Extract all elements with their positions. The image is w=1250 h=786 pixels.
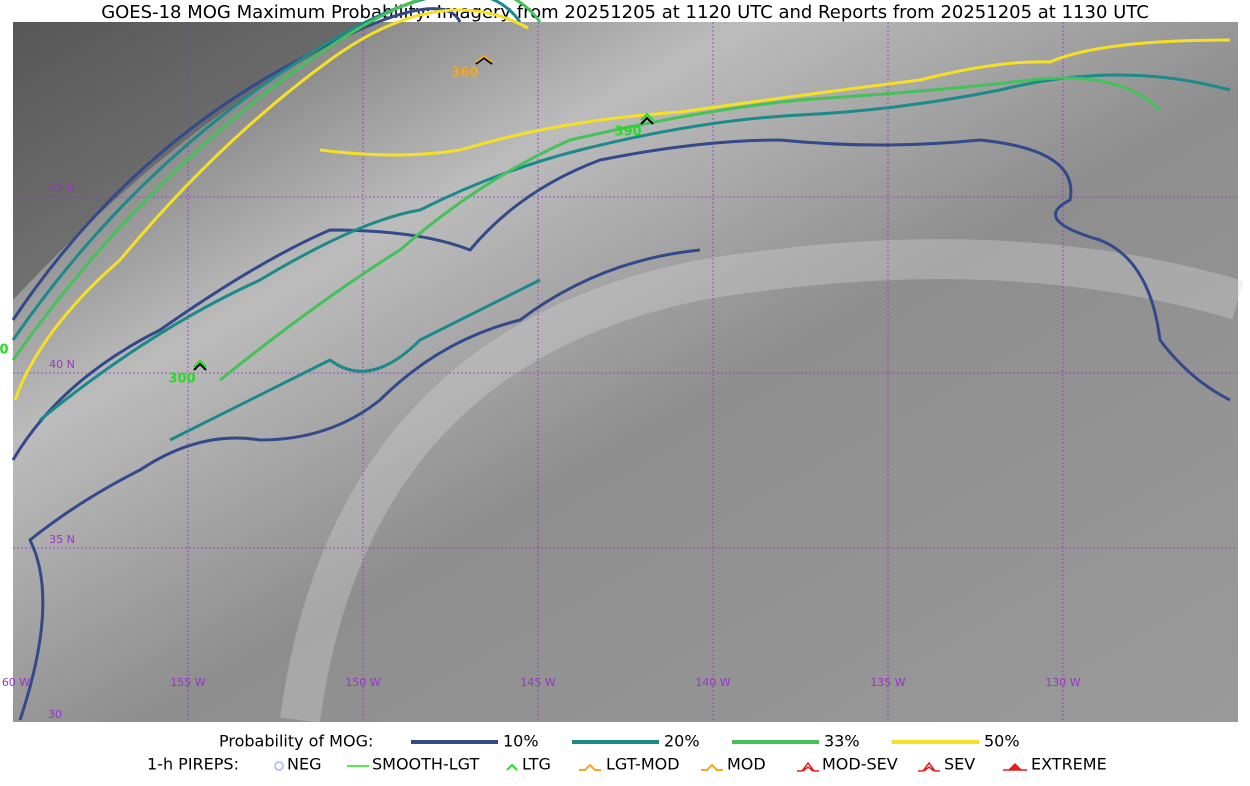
- legend-item: 33%: [824, 732, 860, 751]
- legend-item: SMOOTH-LGT: [372, 755, 479, 774]
- lon-label: 135 W: [870, 676, 905, 689]
- lon-label: 140 W: [695, 676, 730, 689]
- legend-item: LTG: [522, 755, 551, 774]
- lat-label: 45 N: [49, 182, 75, 195]
- lat-label: 35 N: [49, 533, 75, 546]
- legend-item: MOD-SEV: [822, 755, 898, 774]
- lat-label: 30: [48, 708, 62, 721]
- legend-title: Probability of MOG:: [219, 732, 373, 751]
- pirep-markers: [193, 54, 654, 371]
- legend-item: EXTREME: [1031, 755, 1107, 774]
- legend-item: 10%: [503, 732, 539, 751]
- cloud-band: [280, 239, 1244, 723]
- dark-region: [13, 22, 380, 300]
- lon-label: 155 W: [170, 676, 205, 689]
- pirep-label: 300: [168, 372, 195, 387]
- legend-item: LGT-MOD: [606, 755, 680, 774]
- legend-title: 1-h PIREPS:: [147, 755, 239, 774]
- lon-label: 150 W: [345, 676, 380, 689]
- contours: [11, 0, 1231, 721]
- legend-item: NEG: [287, 755, 321, 774]
- legend: Probability of MOG: 10% 20% 33% 50% 1-h …: [147, 732, 1107, 774]
- pirep-label: 360: [451, 66, 478, 81]
- lon-label: 60 W: [2, 676, 30, 689]
- legend-item: SEV: [944, 755, 975, 774]
- title: GOES-18 MOG Maximum Probability: Imagery…: [101, 2, 1149, 23]
- lon-label: 130 W: [1045, 676, 1080, 689]
- legend-item: 20%: [664, 732, 700, 751]
- lat-label: 40 N: [49, 358, 75, 371]
- map: 360 390 300 0 45 N 40 N 35 N 30 60 W 155…: [0, 0, 1244, 723]
- legend-item: 50%: [984, 732, 1020, 751]
- pirep-label: 390: [614, 125, 641, 140]
- pirep-label: 0: [0, 343, 9, 358]
- lon-label: 145 W: [520, 676, 555, 689]
- legend-item: MOD: [727, 755, 766, 774]
